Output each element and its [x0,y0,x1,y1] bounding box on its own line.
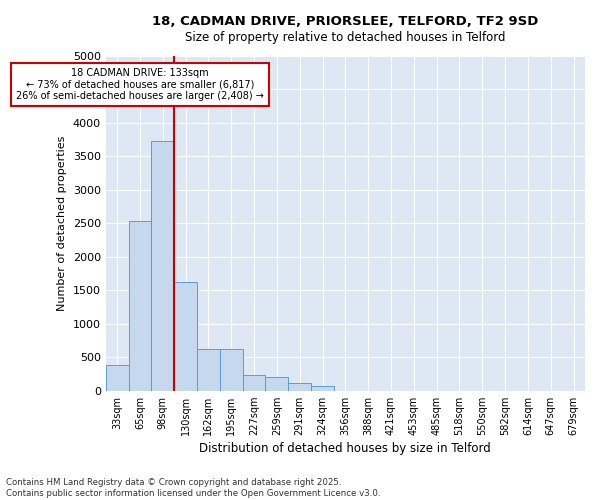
Bar [220,349,242,391]
Bar [151,142,174,390]
X-axis label: Distribution of detached houses by size in Telford: Distribution of detached houses by size … [199,442,491,455]
Bar [289,382,311,390]
Text: Size of property relative to detached houses in Telford: Size of property relative to detached ho… [185,31,506,44]
Bar [242,376,265,390]
Bar [265,378,289,390]
Y-axis label: Number of detached properties: Number of detached properties [57,136,67,311]
Bar [197,349,220,391]
Bar [174,282,197,391]
Text: Contains HM Land Registry data © Crown copyright and database right 2025.
Contai: Contains HM Land Registry data © Crown c… [6,478,380,498]
Title: 18, CADMAN DRIVE, PRIORSLEE, TELFORD, TF2 9SD: 18, CADMAN DRIVE, PRIORSLEE, TELFORD, TF… [152,15,539,28]
Bar [128,221,151,390]
Bar [311,386,334,390]
Text: 18 CADMAN DRIVE: 133sqm
← 73% of detached houses are smaller (6,817)
26% of semi: 18 CADMAN DRIVE: 133sqm ← 73% of detache… [16,68,264,101]
Bar [106,365,128,390]
